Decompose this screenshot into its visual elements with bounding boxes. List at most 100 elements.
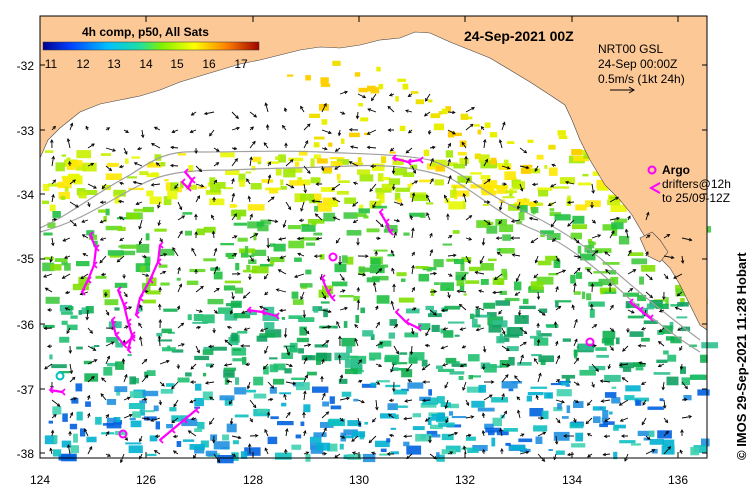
sst-patch bbox=[459, 157, 469, 165]
sst-patch bbox=[75, 164, 86, 171]
sst-patch bbox=[314, 136, 325, 140]
sst-patch bbox=[537, 187, 553, 191]
current-vector bbox=[460, 363, 467, 368]
current-vector-head bbox=[395, 350, 399, 355]
current-vector bbox=[101, 183, 107, 189]
y-tick-label: -35 bbox=[16, 252, 34, 266]
sst-patch bbox=[78, 276, 90, 285]
sst-patch bbox=[489, 132, 498, 138]
current-vector bbox=[627, 250, 632, 257]
current-vector-head bbox=[171, 385, 175, 390]
current-vector-head bbox=[52, 179, 57, 183]
current-vector-head bbox=[461, 141, 465, 146]
current-vector-head bbox=[81, 219, 85, 223]
current-vector bbox=[320, 273, 323, 280]
current-vector-head bbox=[367, 108, 372, 112]
current-vector-head bbox=[603, 434, 608, 439]
current-vector-head bbox=[604, 418, 609, 422]
sst-patch bbox=[213, 441, 230, 450]
current-vector-head bbox=[285, 427, 289, 432]
sst-patch bbox=[245, 171, 252, 174]
current-vector-head bbox=[557, 305, 562, 310]
sst-patch bbox=[251, 165, 256, 171]
sst-patch bbox=[619, 362, 635, 369]
current-vector-head bbox=[366, 145, 371, 150]
current-vector bbox=[195, 345, 200, 353]
current-vector-head bbox=[190, 380, 194, 384]
sst-patch bbox=[236, 213, 241, 220]
current-vector bbox=[300, 106, 305, 113]
sst-patch bbox=[609, 196, 621, 200]
current-vector bbox=[283, 394, 287, 401]
sst-patch bbox=[427, 163, 436, 170]
sst-patch bbox=[95, 416, 102, 425]
sst-patch bbox=[349, 132, 360, 138]
current-vector bbox=[492, 291, 503, 294]
current-vector-head bbox=[243, 327, 248, 331]
current-vector-head bbox=[325, 340, 330, 344]
sst-patch bbox=[166, 383, 175, 387]
current-vector bbox=[249, 399, 257, 408]
sst-patch bbox=[273, 378, 285, 385]
sst-patch bbox=[676, 316, 688, 319]
current-vector-head bbox=[43, 274, 47, 278]
current-vector-head bbox=[501, 392, 505, 397]
current-vector-head bbox=[426, 194, 430, 199]
sst-patch bbox=[91, 346, 95, 349]
sst-patch bbox=[602, 262, 620, 265]
current-vector bbox=[264, 273, 269, 280]
sst-patch bbox=[478, 154, 490, 163]
y-tick-label: -33 bbox=[16, 124, 34, 138]
current-vector bbox=[604, 417, 611, 422]
current-vector-head bbox=[87, 203, 91, 208]
sst-patch bbox=[681, 377, 690, 385]
current-vector bbox=[177, 343, 185, 347]
current-vector bbox=[285, 183, 294, 189]
current-vector-head bbox=[246, 178, 250, 183]
sst-patch bbox=[648, 430, 655, 438]
sst-patch bbox=[195, 383, 202, 391]
current-vector-head bbox=[337, 354, 342, 358]
current-vector-head bbox=[356, 286, 360, 291]
sst-patch bbox=[436, 396, 445, 404]
sst-patch bbox=[410, 91, 419, 94]
current-vector-head bbox=[150, 182, 155, 187]
current-vector bbox=[339, 355, 341, 365]
current-vector-head bbox=[480, 125, 485, 130]
current-vector-head bbox=[144, 374, 149, 379]
current-vector-head bbox=[506, 166, 511, 170]
sst-patch bbox=[103, 216, 107, 222]
sst-patch bbox=[267, 161, 279, 164]
sst-patch bbox=[541, 410, 549, 420]
current-vector-head bbox=[53, 217, 58, 222]
drifter-chevron bbox=[186, 184, 192, 192]
drifter-tracks bbox=[48, 154, 654, 444]
current-vector bbox=[465, 177, 470, 185]
sst-patch bbox=[313, 432, 327, 438]
sst-patch bbox=[71, 160, 83, 167]
sst-patch bbox=[597, 186, 609, 191]
current-vector-head bbox=[300, 296, 304, 301]
current-vector-head bbox=[252, 140, 256, 145]
sst-patch bbox=[590, 241, 596, 246]
sst-patch bbox=[321, 119, 328, 125]
sst-patch bbox=[518, 438, 533, 443]
sst-patch bbox=[599, 406, 603, 410]
current-vector bbox=[518, 309, 521, 316]
current-vector-head bbox=[407, 379, 412, 383]
sst-patch bbox=[100, 153, 112, 156]
sst-patch bbox=[488, 430, 495, 436]
current-vector-head bbox=[332, 197, 336, 201]
current-vector bbox=[537, 431, 546, 437]
current-vector bbox=[159, 271, 166, 275]
current-vector bbox=[190, 363, 197, 370]
current-vector-head bbox=[352, 219, 357, 223]
sst-patch bbox=[555, 302, 559, 308]
current-vector-head bbox=[254, 233, 259, 237]
sst-patch bbox=[463, 293, 467, 296]
sst-patch bbox=[502, 196, 515, 199]
sst-patch bbox=[55, 162, 65, 172]
sst-patch bbox=[69, 423, 78, 430]
sst-patch bbox=[232, 348, 241, 351]
current-vector-head bbox=[139, 438, 143, 443]
